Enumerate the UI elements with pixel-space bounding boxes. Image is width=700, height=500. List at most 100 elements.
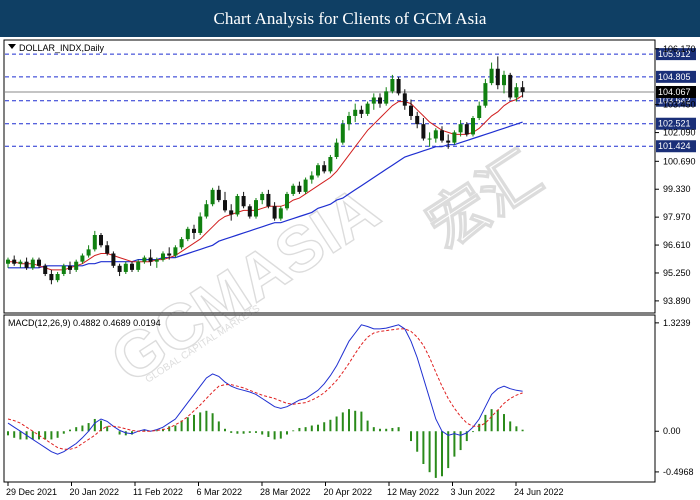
candle-body — [371, 97, 376, 104]
candle-body — [136, 261, 141, 270]
candle-body — [440, 130, 444, 141]
candle-body — [477, 105, 482, 118]
price-panel-frame — [3, 39, 656, 314]
candle-body — [204, 204, 209, 217]
candle-body — [452, 132, 457, 143]
level-tag — [656, 48, 696, 61]
candle-body — [86, 249, 91, 256]
macd-signal-line — [7, 328, 523, 450]
candle-body — [353, 109, 358, 116]
macd-tick-label: 0.00 — [663, 426, 681, 436]
macd-tick-label: 1.3239 — [663, 318, 691, 328]
ma-fast-line — [8, 94, 523, 271]
level-tag-label: 103.642 — [658, 96, 691, 106]
level-tag-label: 102.521 — [658, 119, 691, 129]
price-tick-label: 102.090 — [663, 128, 696, 138]
level-tag-label: 105.912 — [658, 49, 691, 59]
candles — [6, 56, 525, 285]
candle-body — [446, 140, 451, 143]
price-tick-label: 93.890 — [663, 296, 691, 306]
candle-body — [210, 189, 215, 205]
candle-body — [378, 97, 382, 104]
candle-body — [179, 239, 184, 248]
candle-body — [384, 91, 389, 104]
price-tick-label: 95.250 — [663, 268, 691, 278]
candle-body — [266, 193, 271, 207]
candle-body — [464, 124, 469, 135]
candle-body — [415, 115, 420, 125]
candle-body — [43, 265, 48, 274]
candle-body — [508, 74, 513, 98]
candle-body — [80, 255, 85, 262]
candle-body — [105, 245, 110, 254]
candle-body — [278, 208, 283, 219]
candle-body — [303, 179, 308, 192]
price-tick-label: 100.690 — [663, 156, 696, 166]
candle-body — [235, 196, 240, 215]
candle-body — [328, 157, 333, 172]
candle-body — [254, 200, 258, 217]
macd-line — [7, 324, 523, 455]
price-tick-label: 97.970 — [663, 212, 691, 222]
price-tick-label: 106.170 — [663, 44, 696, 54]
macd-series — [7, 324, 524, 478]
candle-body — [247, 206, 252, 217]
candle-body — [49, 274, 54, 281]
price-panel-title: DOLLAR_INDX,Daily — [19, 43, 105, 53]
current-price-tag — [656, 85, 696, 98]
candle-body — [285, 193, 289, 209]
candle-body — [489, 68, 494, 84]
current-price-label: 104.067 — [658, 87, 691, 97]
candle-body — [359, 109, 364, 114]
candle-body — [61, 265, 66, 274]
level-tag — [656, 140, 696, 153]
candle-body — [241, 196, 246, 207]
banner-title: Chart Analysis for Clients of GCM Asia — [213, 9, 487, 28]
candle-body — [18, 261, 23, 264]
candle-body — [402, 93, 407, 106]
candle-body — [514, 87, 519, 98]
candle-body — [74, 261, 79, 270]
level-tag-label: 104.805 — [658, 72, 691, 82]
candle-body — [334, 142, 339, 157]
time-tick-label: 3 Jun 2022 — [451, 487, 496, 497]
time-tick-label: 20 Jan 2022 — [70, 487, 120, 497]
time-tick-label: 28 Mar 2022 — [260, 487, 311, 497]
candle-body — [161, 253, 165, 260]
price-tick-label: 96.610 — [663, 240, 691, 250]
candle-body — [223, 200, 227, 211]
candle-body — [433, 130, 438, 139]
time-axis: 29 Dec 2021 20 Jan 2022 11 Feb 2022 6 Mar 2… — [6, 482, 564, 497]
level-tag — [656, 117, 696, 130]
title-banner: Chart Analysis for Clients of GCM Asia — [0, 0, 700, 37]
candle-body — [483, 83, 488, 106]
macd-panel-frame — [3, 314, 656, 483]
candle-body — [458, 124, 463, 133]
candle-body — [502, 74, 506, 86]
ma-slow-line — [8, 121, 523, 269]
candle-body — [229, 210, 234, 215]
candle-body — [272, 206, 277, 219]
candle-body — [365, 103, 370, 114]
candle-body — [216, 189, 221, 201]
macd-panel-title: MACD(12,26,9) 0.4882 0.4689 0.0194 — [8, 318, 161, 328]
candle-body — [520, 87, 525, 92]
candle-body — [495, 68, 500, 86]
candle-body — [185, 228, 190, 240]
candle-body — [55, 274, 60, 281]
candle-body — [347, 115, 351, 125]
candle-body — [309, 175, 314, 180]
candle-body — [111, 253, 116, 266]
candle-body — [68, 265, 72, 270]
candle-body — [427, 138, 432, 140]
candle-body — [396, 79, 401, 94]
candle-body — [471, 118, 475, 135]
candle-body — [167, 253, 172, 256]
chart-menu-icon[interactable] — [8, 44, 16, 49]
candle-body — [99, 235, 103, 246]
candle-body — [117, 265, 122, 272]
candle-body — [24, 261, 29, 268]
candle-body — [322, 165, 327, 172]
candle-body — [316, 165, 320, 176]
level-lines: 105.912 104.805 103.642 102.521 101.424 104.0… — [5, 48, 696, 153]
